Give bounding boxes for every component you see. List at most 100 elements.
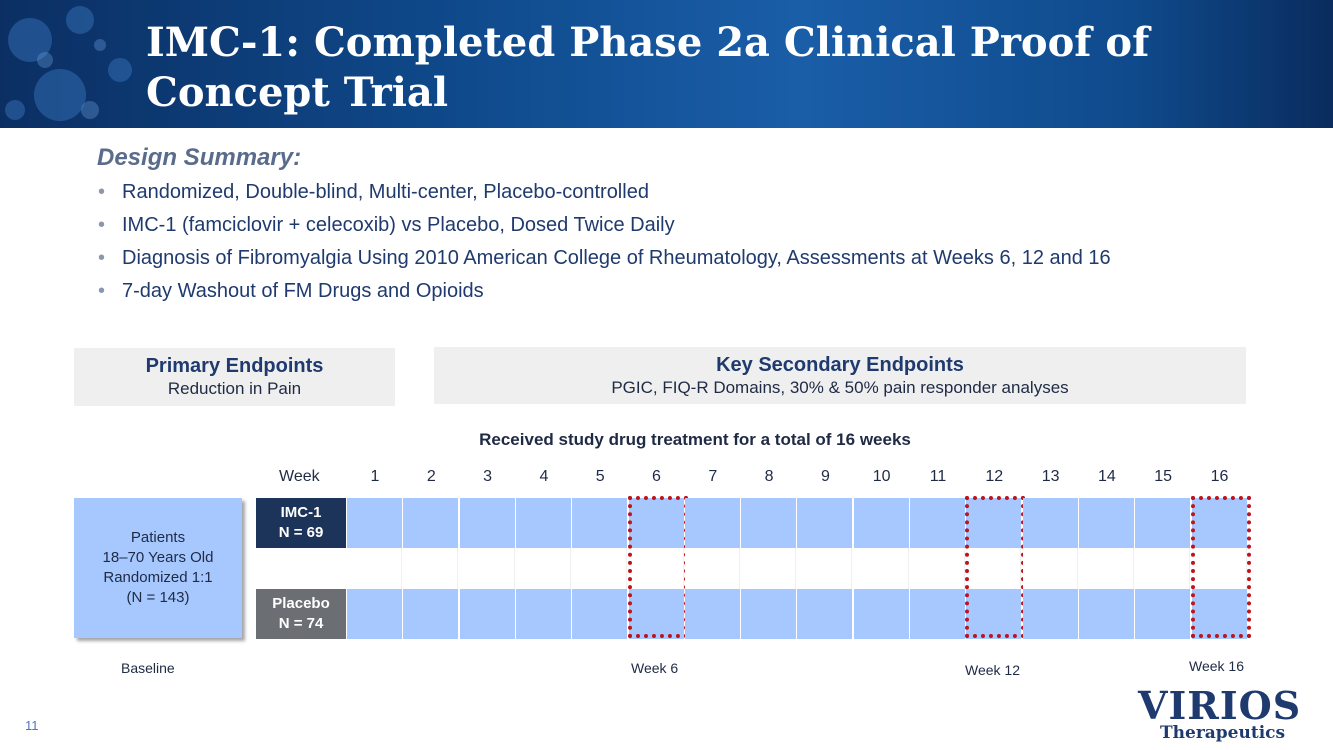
- arm-count: N = 74: [278, 615, 324, 632]
- week-number-10: 10: [872, 468, 891, 485]
- bullet-icon: •: [98, 214, 106, 236]
- schedule-cell-week-14-row-2: [1078, 589, 1134, 639]
- schedule-cell-week-16-row-0: [1191, 498, 1247, 548]
- virios-logo: VIRIOS Therapeutics: [1138, 683, 1300, 743]
- schedule-cell-week-6-row-1: [628, 548, 684, 589]
- schedule-cell-week-12-row-0: [966, 498, 1022, 548]
- arm-label-imc1: IMC-1 N = 69: [256, 498, 346, 548]
- week-number-16: 16: [1210, 468, 1229, 485]
- schedule-cell-week-7-row-1: [684, 548, 740, 589]
- patients-box: Patients 18–70 Years Old Randomized 1:1 …: [74, 498, 242, 638]
- virus-texture-icon: [5, 6, 132, 121]
- arm-name: Placebo: [272, 595, 330, 612]
- bullet-text: Randomized, Double-blind, Multi-center, …: [122, 181, 649, 203]
- schedule-cell-week-15-row-1: [1135, 548, 1191, 589]
- schedule-cell-week-3-row-0: [459, 498, 515, 548]
- highlight-week-6: [627, 496, 688, 638]
- primary-endpoints-box: Primary Endpoints Reduction in Pain: [74, 348, 395, 406]
- secondary-endpoints-box: Key Secondary Endpoints PGIC, FIQ-R Doma…: [434, 347, 1246, 404]
- patients-line: (N = 143): [126, 589, 190, 606]
- week-number-6: 6: [652, 468, 661, 485]
- week-number-3: 3: [483, 468, 493, 485]
- week16-label: Week 16: [1189, 658, 1244, 674]
- schedule-cell-week-11-row-2: [910, 589, 965, 639]
- schedule-cell-week-4-row-2: [515, 589, 571, 639]
- logo-subtitle: Therapeutics: [1160, 723, 1286, 743]
- schedule-cell-week-5-row-0: [572, 498, 628, 548]
- header-banner: IMC-1: Completed Phase 2a Clinical Proof…: [0, 0, 1333, 128]
- schedule-cell-week-9-row-1: [797, 548, 853, 589]
- schedule-cell-week-3-row-2: [459, 589, 515, 639]
- schedule-cell-week-2-row-0: [403, 498, 459, 548]
- schedule-cell-week-13-row-1: [1022, 548, 1078, 589]
- week-number-8: 8: [764, 468, 774, 485]
- schedule-cell-week-11-row-1: [910, 548, 965, 589]
- week-number-15: 15: [1154, 468, 1173, 485]
- page-title: IMC-1: Completed Phase 2a Clinical Proof…: [146, 19, 1150, 116]
- week12-label: Week 12: [965, 662, 1020, 678]
- bullet-text: Diagnosis of Fibromyalgia Using 2010 Ame…: [122, 247, 1111, 269]
- schedule-cell-week-16-row-1: [1191, 548, 1247, 589]
- highlight-week-12: [965, 496, 1026, 638]
- patients-line: 18–70 Years Old: [102, 549, 214, 566]
- week-number-9: 9: [820, 468, 830, 485]
- schedule-cell-week-10-row-1: [853, 548, 909, 589]
- schedule-cell-week-1-row-0: [347, 498, 402, 548]
- schedule-cell-week-12-row-1: [966, 548, 1022, 589]
- week-number-4: 4: [539, 468, 549, 485]
- schedule-cell-week-8-row-2: [741, 589, 797, 639]
- bullet-item: • IMC-1 (famciclovir + celecoxib) vs Plac…: [98, 211, 1111, 244]
- schedule-cell-week-13-row-0: [1022, 498, 1078, 548]
- schedule-cell-week-2-row-2: [403, 589, 459, 639]
- bullet-text: 7-day Washout of FM Drugs and Opioids: [122, 280, 484, 302]
- schedule-cell-week-7-row-2: [684, 589, 740, 639]
- schedule-cell-week-14-row-0: [1078, 498, 1134, 548]
- secondary-endpoints-subtitle: PGIC, FIQ-R Domains, 30% & 50% pain resp…: [611, 378, 1069, 397]
- schedule-cell-week-15-row-0: [1135, 498, 1191, 548]
- schedule-cell-week-16-row-2: [1191, 589, 1247, 639]
- primary-endpoints-title: Primary Endpoints: [145, 355, 324, 377]
- schedule-cell-week-12-row-2: [966, 589, 1022, 639]
- schedule-cell-week-10-row-0: [853, 498, 909, 548]
- schedule-cell-week-15-row-2: [1135, 589, 1191, 639]
- arm-name: IMC-1: [280, 504, 322, 521]
- bullet-text: IMC-1 (famciclovir + celecoxib) vs Place…: [122, 214, 675, 236]
- schedule-cell-week-9-row-2: [797, 589, 853, 639]
- bullet-icon: •: [98, 280, 106, 302]
- patients-line: Randomized 1:1: [103, 569, 213, 586]
- schedule-cell-week-7-row-0: [684, 498, 740, 548]
- schedule-cell-week-14-row-1: [1078, 548, 1134, 589]
- week-number-7: 7: [708, 468, 718, 485]
- patients-line: Patients: [130, 529, 186, 546]
- week-number-12: 12: [985, 468, 1004, 485]
- schedule-cell-week-4-row-0: [515, 498, 571, 548]
- arm-count: N = 69: [278, 524, 324, 541]
- bullet-icon: •: [98, 181, 106, 203]
- schedule-cell-week-4-row-1: [515, 548, 571, 589]
- baseline-label: Baseline: [121, 660, 175, 676]
- primary-endpoints-subtitle: Reduction in Pain: [167, 379, 302, 398]
- bullet-item: • 7-day Washout of FM Drugs and Opioids: [98, 277, 1111, 310]
- secondary-endpoints-title: Key Secondary Endpoints: [716, 354, 964, 376]
- week-number-14: 14: [1097, 468, 1116, 485]
- schedule-cell-week-1-row-1: [347, 548, 402, 589]
- schedule-cell-week-5-row-1: [572, 548, 628, 589]
- schedule-cell-week-6-row-0: [628, 498, 684, 548]
- schedule-cell-week-8-row-1: [741, 548, 797, 589]
- week6-label: Week 6: [631, 660, 679, 676]
- week-header-label: Week: [279, 468, 320, 485]
- schedule-cell-week-10-row-2: [853, 589, 909, 639]
- page-number: 11: [25, 718, 39, 733]
- schedule-cell-week-8-row-0: [741, 498, 797, 548]
- schedule-cell-week-11-row-0: [910, 498, 965, 548]
- schedule-cell-week-6-row-2: [628, 589, 684, 639]
- schedule-cell-week-5-row-2: [572, 589, 628, 639]
- design-bullet-list: • Randomized, Double-blind, Multi-center,…: [98, 178, 1111, 310]
- schedule-cell-week-2-row-1: [403, 548, 459, 589]
- week-number-5: 5: [595, 468, 605, 485]
- schedule-cell-week-9-row-0: [797, 498, 853, 548]
- bullet-icon: •: [98, 247, 106, 269]
- schedule-cell-week-3-row-1: [459, 548, 515, 589]
- design-summary-heading: Design Summary:: [97, 144, 302, 171]
- week-number-2: 2: [426, 468, 436, 485]
